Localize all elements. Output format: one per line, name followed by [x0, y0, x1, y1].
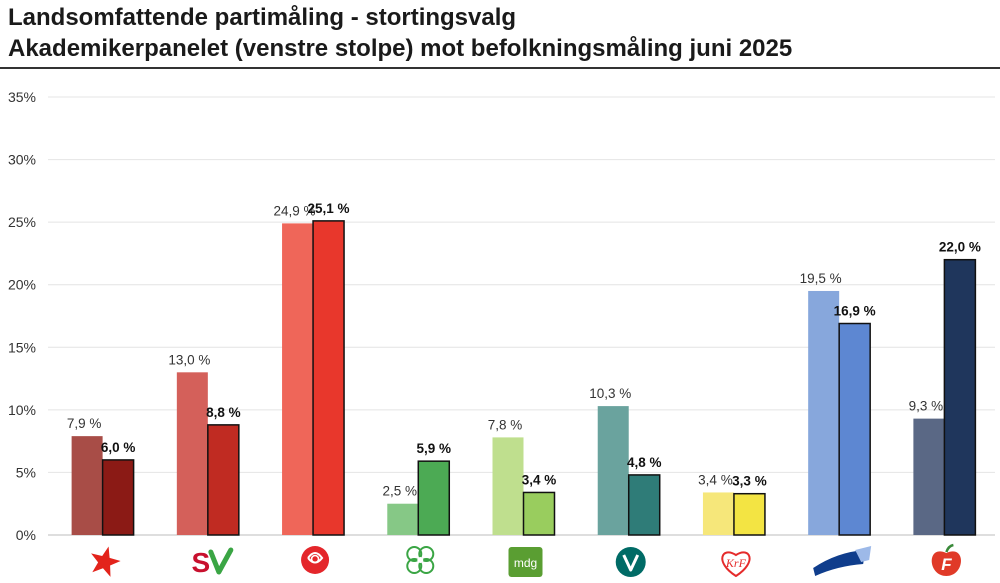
rodt-star-logo	[91, 546, 121, 577]
data-label-panel: 13,0 %	[168, 352, 210, 367]
bar-population	[522, 491, 556, 536]
bar-panel	[913, 418, 945, 535]
data-label-population: 6,0 %	[101, 440, 136, 455]
hoyre-logo-part	[813, 550, 866, 576]
bar-population	[101, 459, 135, 536]
y-tick-label: 5%	[16, 464, 36, 480]
bar-panel	[387, 503, 419, 535]
frp-logo: F	[931, 543, 962, 576]
data-label-population: 3,4 %	[522, 472, 557, 487]
sv-logo-part	[208, 547, 234, 575]
y-tick-label: 15%	[8, 339, 36, 355]
rodt-star-logo-part	[91, 546, 121, 577]
frp-logo-part: F	[941, 555, 952, 574]
mdg-logo-part: mdg	[514, 556, 537, 570]
hoyre-logo	[813, 546, 872, 576]
frp-logo-part	[931, 551, 962, 576]
sv-logo: S	[191, 547, 234, 578]
chart-title-line2: Akademikerpanelet (venstre stolpe) mot b…	[8, 35, 793, 62]
y-tick-label: 10%	[8, 402, 36, 418]
data-label-population: 5,9 %	[417, 441, 452, 456]
data-label-panel: 10,3 %	[589, 386, 631, 401]
krf-logo: KrF	[721, 551, 751, 578]
hoyre-logo-part	[855, 546, 872, 562]
bar-panel	[808, 290, 840, 535]
bar-population	[207, 424, 240, 536]
sp-clover-logo-part	[418, 558, 435, 574]
y-tick-label: 20%	[8, 277, 36, 293]
data-label-population: 16,9 %	[834, 304, 876, 319]
chart-title-line1: Landsomfattende partimåling - stortingsv…	[8, 4, 517, 31]
frp-logo-part	[945, 543, 954, 553]
data-label-panel: 2,5 %	[383, 484, 418, 499]
data-label-population: 22,0 %	[939, 240, 981, 255]
chart-title: Landsomfattende partimåling - stortingsv…	[8, 2, 792, 64]
bar-population	[838, 322, 871, 536]
sp-clover-logo-part	[417, 557, 424, 563]
data-label-panel: 7,8 %	[488, 417, 523, 432]
ap-rose-logo	[301, 546, 330, 574]
sp-clover-logo-part	[418, 546, 435, 562]
y-tick-label: 25%	[8, 214, 36, 230]
data-label-panel: 7,9 %	[67, 416, 102, 431]
y-tick-label: 0%	[16, 527, 36, 543]
bar-population	[733, 492, 766, 536]
data-label-population: 25,1 %	[308, 201, 350, 216]
bar-population	[627, 474, 661, 536]
bar-panel	[597, 406, 629, 535]
y-tick-label: 35%	[8, 89, 36, 105]
sv-logo-part: S	[191, 547, 210, 578]
sp-clover-logo	[406, 546, 435, 574]
venstre-logo-part	[622, 554, 640, 572]
ap-rose-logo-part	[301, 546, 330, 574]
venstre-logo-part	[615, 547, 646, 577]
data-label-population: 8,8 %	[206, 405, 241, 420]
mdg-logo: mdg	[508, 547, 543, 577]
bar-population	[417, 460, 451, 536]
ap-rose-logo-part	[310, 554, 320, 564]
bar-panel	[71, 436, 103, 535]
sp-clover-logo-part	[406, 558, 423, 574]
data-label-population: 4,8 %	[627, 455, 662, 470]
data-label-panel: 9,3 %	[909, 399, 944, 414]
bar-panel	[282, 223, 314, 535]
data-label-panel: 3,4 %	[698, 472, 733, 487]
venstre-logo	[615, 547, 646, 577]
bar-population	[943, 258, 977, 536]
title-divider	[0, 67, 1000, 69]
krf-logo-part: KrF	[725, 556, 747, 570]
bar-panel	[492, 437, 524, 535]
mdg-logo-part	[508, 547, 543, 577]
y-tick-label: 30%	[8, 152, 36, 168]
data-label-panel: 19,5 %	[800, 271, 842, 286]
bar-panel	[176, 372, 208, 535]
data-label-population: 3,3 %	[732, 474, 767, 489]
bar-population	[312, 220, 345, 536]
sp-clover-logo-part	[406, 546, 423, 562]
krf-logo-part	[721, 551, 751, 578]
bar-panel	[702, 492, 734, 535]
data-label-panel: 24,9 %	[274, 203, 316, 218]
